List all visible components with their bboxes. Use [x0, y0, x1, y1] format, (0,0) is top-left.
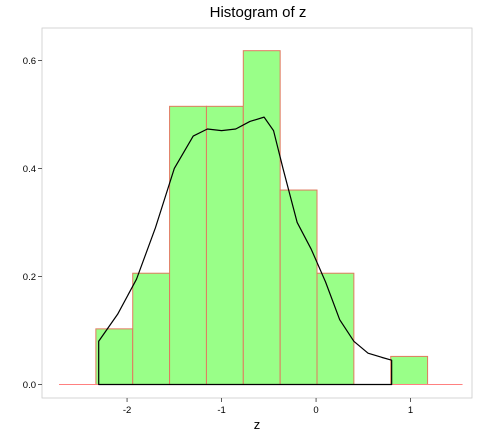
x-tick-label: -1	[217, 405, 225, 416]
x-tick-label: 1	[408, 405, 413, 416]
density-layer	[98, 116, 393, 386]
histogram-bar	[205, 105, 244, 385]
histogram-bar	[390, 355, 429, 385]
histogram-bar	[242, 50, 281, 385]
y-tick-label: 0.6	[23, 56, 36, 67]
y-tick-label: 0.0	[23, 380, 36, 391]
y-tick-label: 0.2	[23, 272, 36, 283]
histogram-bar	[132, 272, 171, 385]
bars-layer	[95, 50, 429, 385]
y-tick-label: 0.4	[23, 164, 36, 175]
histogram-bar	[316, 272, 355, 385]
x-tick-label: -2	[123, 405, 131, 416]
chart-title: Histogram of z	[210, 4, 307, 21]
x-axis-title: z	[254, 417, 261, 432]
histogram-bar	[169, 105, 207, 385]
x-axis: -2 -1 0 1	[123, 398, 413, 416]
y-axis: 0.0 0.2 0.4 0.6	[23, 56, 42, 391]
density-curve	[98, 116, 393, 386]
histogram-bar	[279, 189, 318, 385]
x-tick-label: 0	[313, 405, 318, 416]
plot-panel	[41, 27, 473, 399]
